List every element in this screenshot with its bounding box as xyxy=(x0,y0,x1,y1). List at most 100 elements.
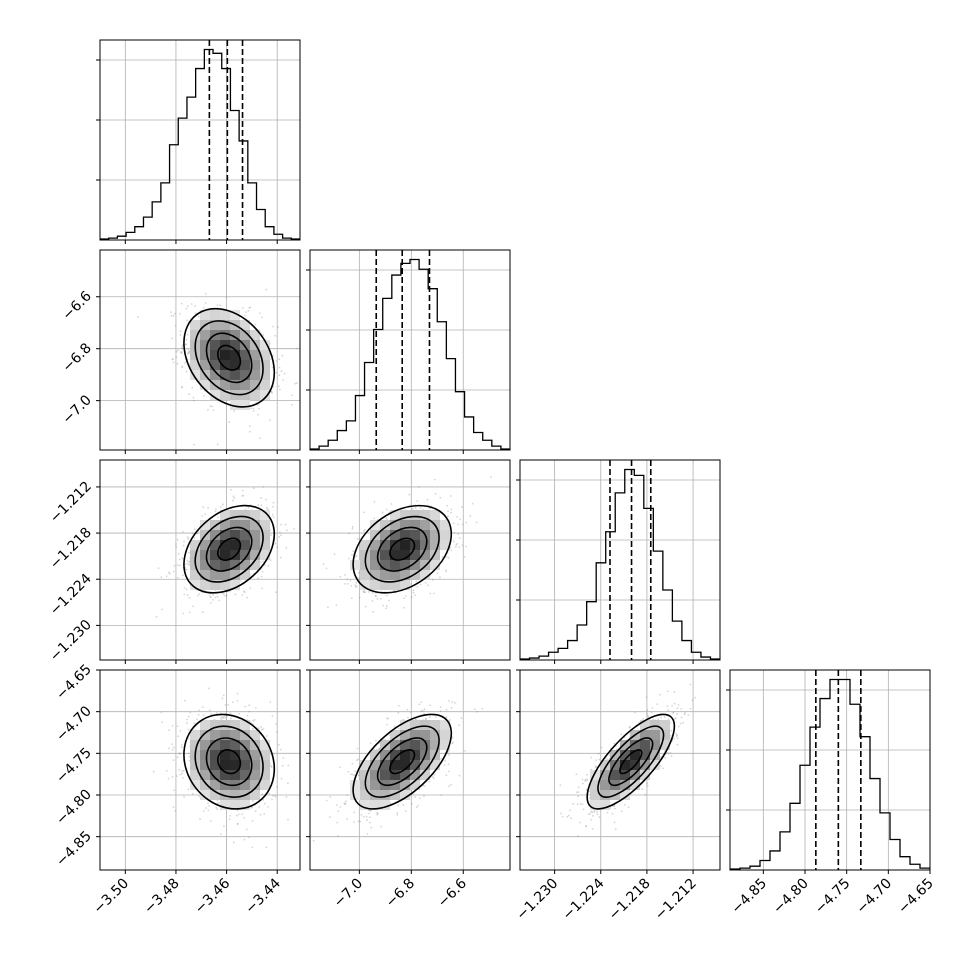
density-cell xyxy=(400,560,410,570)
density-cell xyxy=(200,340,210,350)
sample-point xyxy=(184,566,187,569)
sample-point xyxy=(266,735,268,737)
sample-point xyxy=(325,799,328,802)
density-cell xyxy=(420,740,430,750)
sample-point xyxy=(357,820,360,823)
sample-point xyxy=(221,716,223,719)
density-cell xyxy=(430,740,440,750)
sample-point xyxy=(376,813,379,816)
sample-point xyxy=(450,511,452,514)
density-cell xyxy=(360,540,370,550)
sample-point xyxy=(227,704,230,706)
sample-point xyxy=(464,750,466,752)
sample-point xyxy=(181,365,184,368)
sample-point xyxy=(344,803,346,805)
sample-point xyxy=(194,305,197,307)
sample-point xyxy=(248,430,251,433)
sample-point xyxy=(448,749,450,752)
sample-point xyxy=(354,770,357,773)
density-2-1 xyxy=(322,476,492,613)
density-cell xyxy=(400,520,410,530)
density-cell xyxy=(420,520,430,530)
sample-point xyxy=(348,557,350,560)
sample-point xyxy=(379,597,382,600)
sample-point xyxy=(229,815,231,817)
density-cell xyxy=(260,350,270,360)
sample-point xyxy=(285,546,288,549)
sample-point xyxy=(183,587,186,589)
sample-point xyxy=(171,337,174,340)
sample-point xyxy=(241,489,244,492)
sample-point xyxy=(192,399,195,402)
density-cell xyxy=(220,740,230,750)
sample-point xyxy=(233,497,236,500)
sample-point xyxy=(448,785,450,788)
sample-point xyxy=(245,311,247,313)
density-cell xyxy=(230,510,240,520)
contour-0 xyxy=(389,749,416,775)
density-cell xyxy=(390,560,400,570)
density-cell xyxy=(240,550,250,560)
density-cell xyxy=(220,530,230,540)
sample-point xyxy=(265,288,268,291)
histogram-1 xyxy=(310,258,510,450)
sample-point xyxy=(386,717,388,720)
contour-1 xyxy=(376,526,428,572)
density-cell xyxy=(370,520,380,530)
sample-point xyxy=(170,315,173,317)
density-cell xyxy=(420,560,430,570)
density-cell xyxy=(200,540,210,550)
panel-0-0 xyxy=(96,39,301,244)
density-cell xyxy=(220,780,230,790)
density-cell xyxy=(420,730,430,740)
density-cell xyxy=(430,530,440,540)
sample-point xyxy=(370,826,373,829)
x-tick-label: −3.46 xyxy=(192,875,234,917)
density-cell xyxy=(420,720,430,730)
sample-point xyxy=(202,714,205,716)
sample-point xyxy=(216,808,219,811)
sample-point xyxy=(202,506,205,509)
sample-point xyxy=(171,743,174,746)
sample-point xyxy=(233,410,236,412)
sample-point xyxy=(301,515,303,517)
density-cell xyxy=(200,730,210,740)
sample-point xyxy=(269,701,272,703)
sample-point xyxy=(247,506,250,509)
density-cell xyxy=(200,750,210,760)
sample-point xyxy=(447,515,449,518)
sample-point xyxy=(362,511,365,514)
density-shade xyxy=(350,510,450,590)
sample-point xyxy=(270,765,272,767)
sample-point xyxy=(346,794,348,796)
sample-point xyxy=(198,592,201,595)
density-cell xyxy=(410,780,420,790)
sample-point xyxy=(451,742,454,745)
sample-point xyxy=(185,343,187,346)
sample-point xyxy=(344,574,346,576)
sample-point xyxy=(410,596,413,599)
panel-frame xyxy=(309,459,511,661)
sample-point xyxy=(432,578,434,581)
sample-point xyxy=(374,594,377,597)
sample-point xyxy=(261,793,264,796)
density-cell xyxy=(240,800,250,810)
sample-point xyxy=(192,396,195,399)
sample-point xyxy=(175,350,178,353)
sample-point xyxy=(417,804,419,807)
sample-point xyxy=(275,723,277,725)
sample-point xyxy=(403,597,405,600)
sample-point xyxy=(182,612,185,615)
histogram-0 xyxy=(100,48,300,240)
density-cell xyxy=(250,550,260,560)
sample-point xyxy=(201,706,204,708)
sample-point xyxy=(283,372,286,375)
sample-point xyxy=(250,407,252,410)
sample-point xyxy=(446,504,448,507)
sample-point xyxy=(279,748,282,751)
density-cell xyxy=(420,540,430,550)
sample-point xyxy=(448,700,450,702)
density-cell xyxy=(240,370,250,380)
sample-point xyxy=(377,812,379,815)
contour-2 xyxy=(194,515,264,583)
